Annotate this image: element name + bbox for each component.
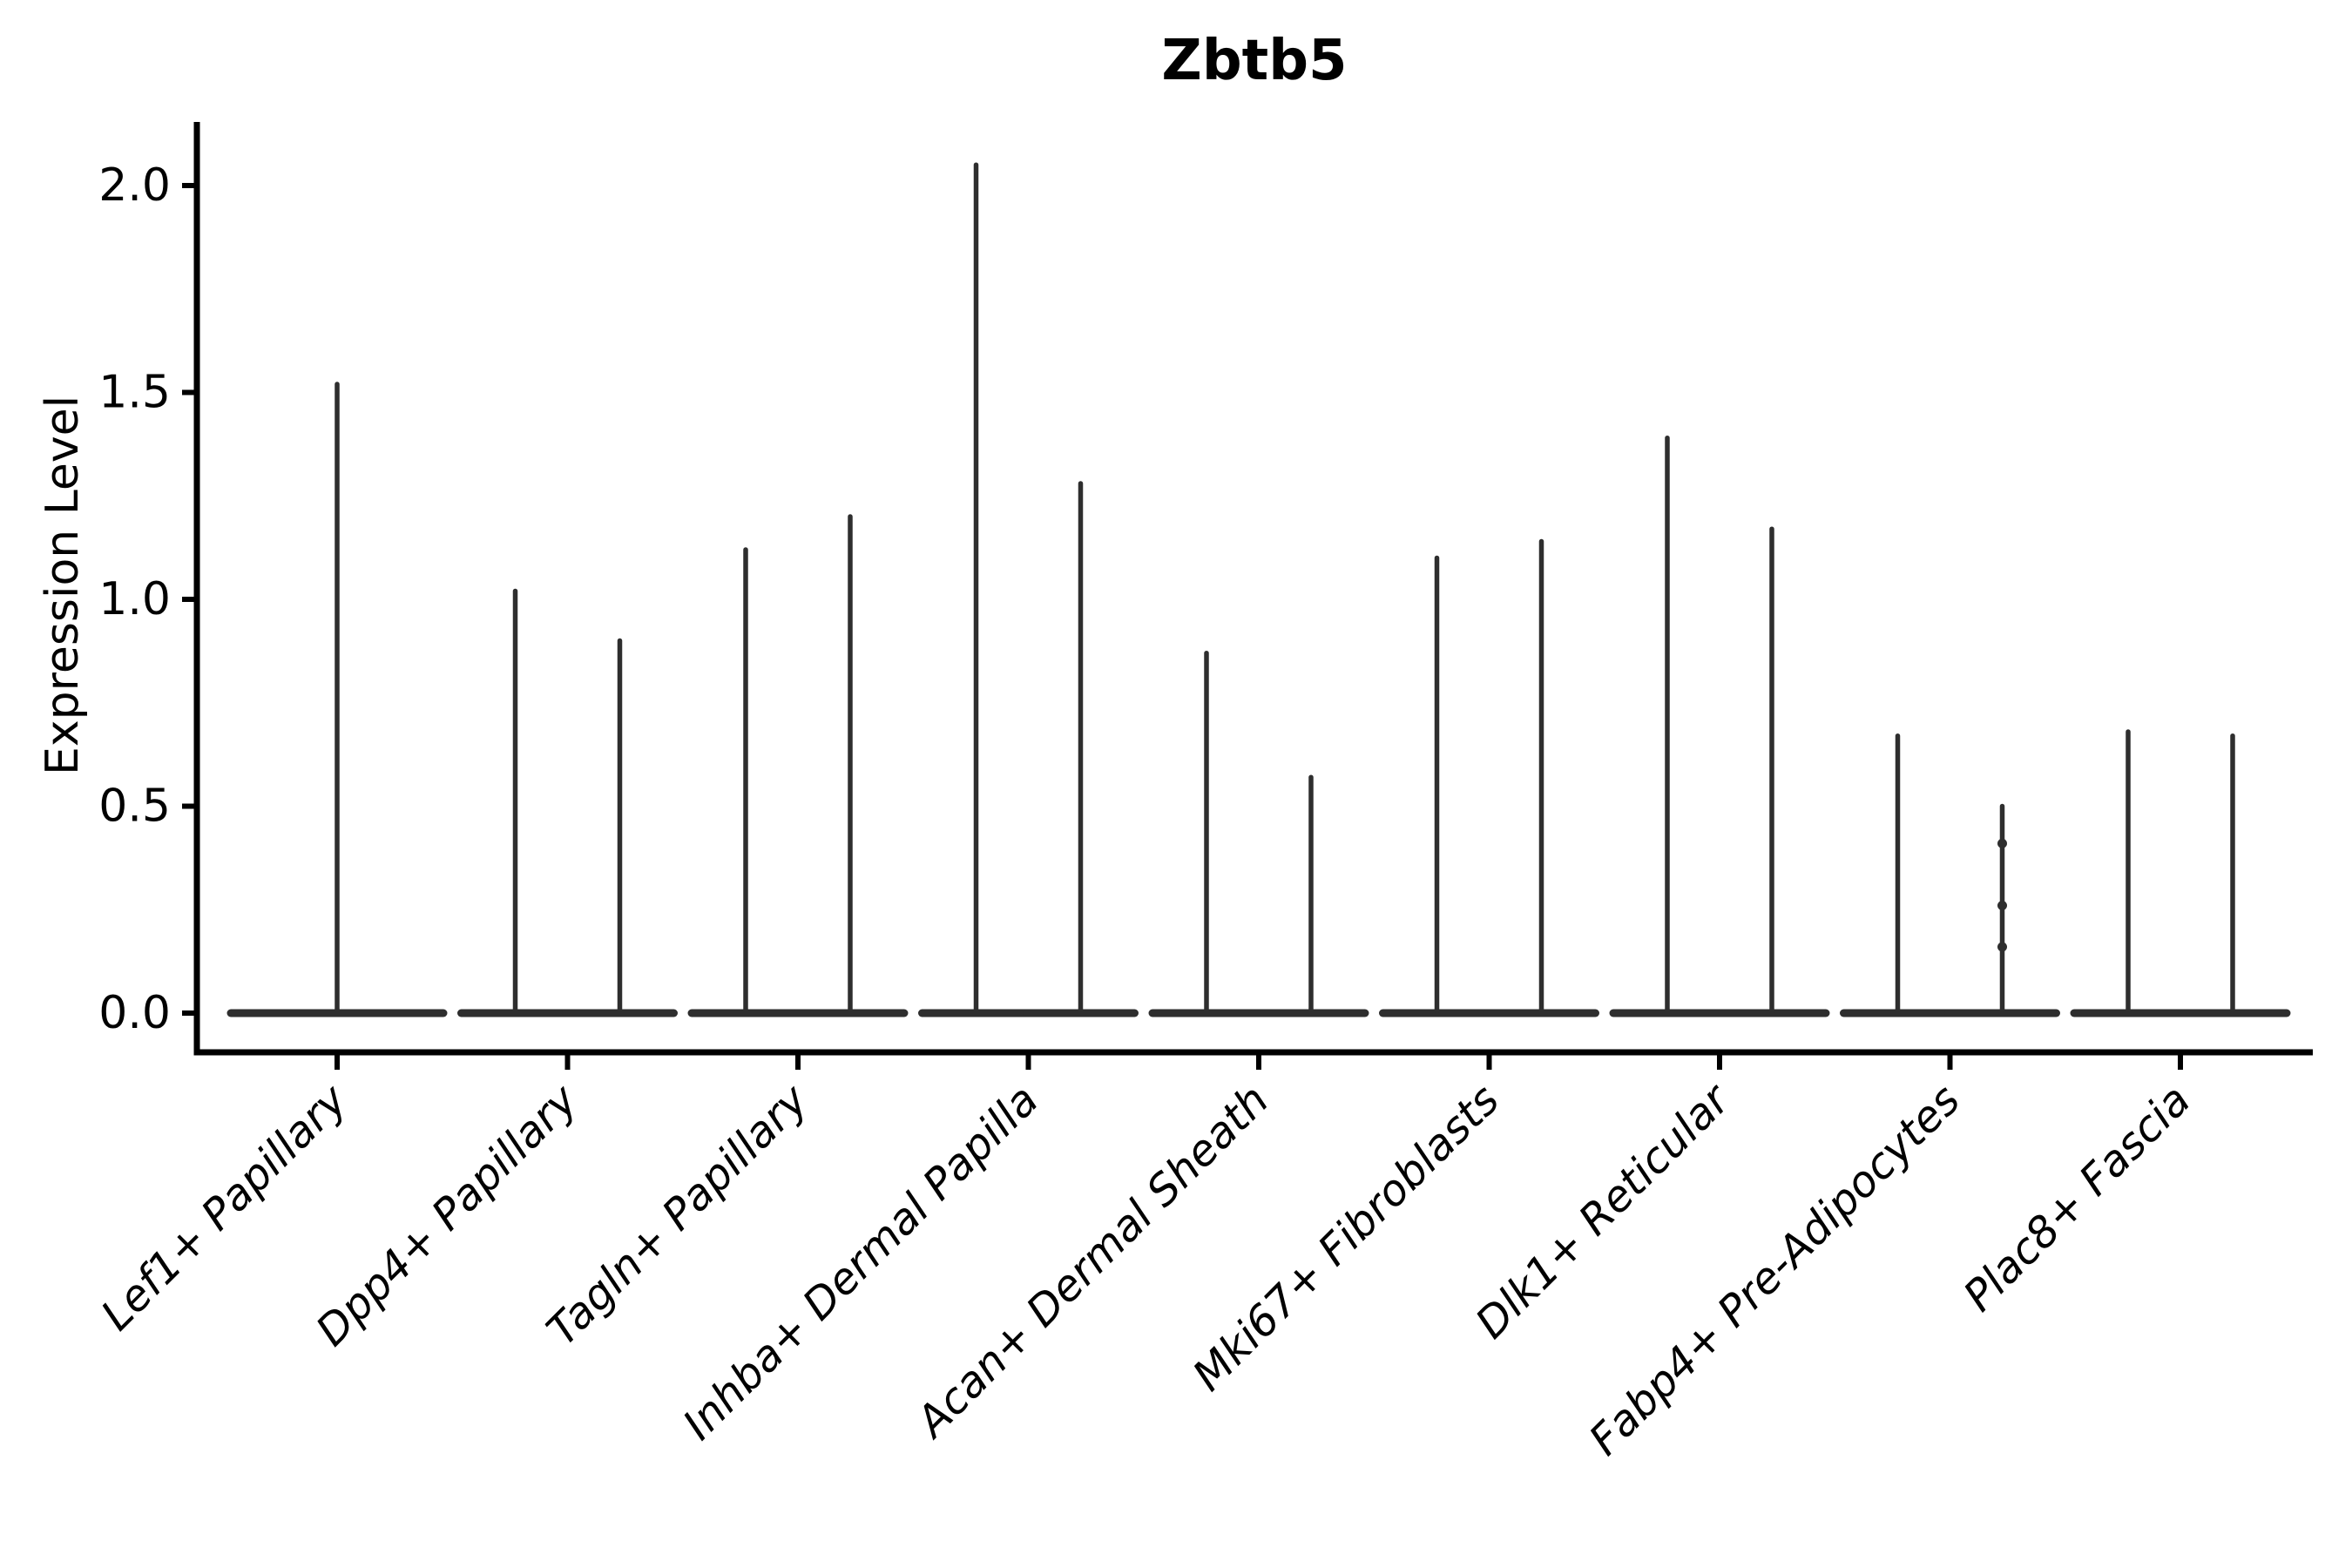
x-tick-label: Dlk1+ Reticular (1466, 1073, 1740, 1348)
x-tick-label: Plac8+ Fascia (1954, 1075, 2200, 1321)
x-tick-label: Fabp4+ Pre-Adipocytes (1579, 1075, 1970, 1465)
y-tick-label: 0.0 (98, 987, 171, 1039)
expression-point (1997, 901, 2007, 910)
x-tick-label: Lef1+ Papillary (91, 1074, 357, 1340)
expression-point (1997, 942, 2007, 952)
y-tick-label: 0.5 (98, 781, 171, 833)
y-tick-label: 2.0 (98, 159, 171, 212)
chart-title: Zbtb5 (1161, 29, 1348, 93)
expression-point (1997, 838, 2007, 848)
y-tick-label: 1.5 (98, 367, 171, 419)
y-tick-label: 1.0 (98, 573, 171, 625)
